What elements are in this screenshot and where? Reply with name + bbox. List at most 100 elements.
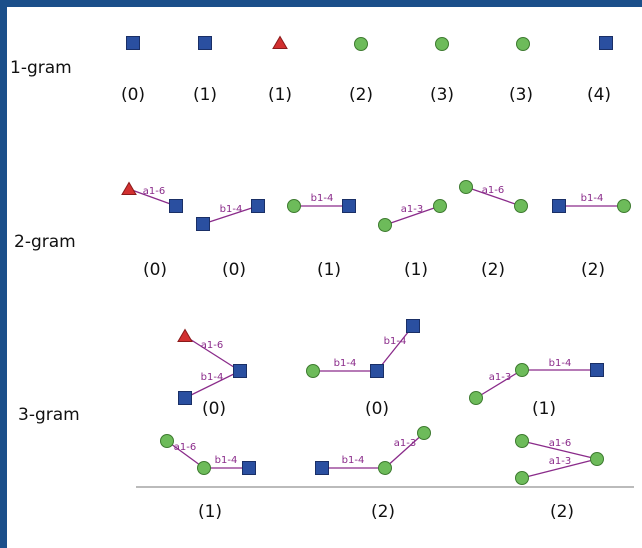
glycan-3gram-4: b1-4 a1-3: [315, 426, 431, 475]
green-circle-icon: [469, 391, 483, 405]
glycan-1gram-6: [599, 36, 613, 50]
linkage-label: a1-6: [549, 438, 571, 449]
glycan-2gram-0: a1-6: [121, 181, 183, 213]
linkage-label: b1-4: [215, 455, 238, 466]
count-label: (1): [316, 260, 342, 280]
linkage-line: [521, 440, 598, 460]
blue-square-icon: [599, 36, 613, 50]
glycan-2gram-2: b1-4: [287, 193, 356, 213]
green-circle-icon: [354, 37, 368, 51]
blue-square-icon: [251, 199, 265, 213]
blue-square-icon: [552, 199, 566, 213]
count-label: (1): [197, 502, 223, 522]
count-label: (2): [370, 502, 396, 522]
glycan-1gram-1: [198, 36, 212, 50]
glycan-1gram-3: [354, 37, 368, 51]
count-label: (0): [120, 85, 146, 105]
linkage-label: b1-4: [384, 336, 407, 347]
linkage-line: [521, 458, 598, 479]
blue-square-icon: [242, 461, 256, 475]
row-label-2-gram: 2-gram: [14, 232, 76, 252]
count-label: (1): [192, 85, 218, 105]
glycan-2gram-3: a1-3: [378, 199, 447, 232]
linkage-line: [166, 440, 205, 469]
count-label: (2): [480, 260, 506, 280]
linkage-label: b1-4: [311, 193, 334, 204]
green-circle-icon: [433, 199, 447, 213]
blue-square-icon: [370, 364, 384, 378]
linkage-line: [384, 432, 425, 469]
count-label: (1): [531, 399, 557, 419]
glycan-1gram-5: [516, 37, 530, 51]
row-label-3-gram: 3-gram: [18, 405, 80, 425]
linkage-label: a1-6: [174, 442, 196, 453]
blue-square-icon: [126, 36, 140, 50]
green-circle-icon: [378, 218, 392, 232]
green-circle-icon: [590, 452, 604, 466]
glycan-2gram-1: b1-4: [196, 199, 265, 231]
linkage-label: a1-3: [489, 372, 511, 383]
linkage-label: a1-6: [201, 340, 223, 351]
count-label: (2): [549, 502, 575, 522]
glycan-1gram-4: [435, 37, 449, 51]
count-label: (0): [142, 260, 168, 280]
green-circle-icon: [515, 434, 529, 448]
green-circle-icon: [514, 199, 528, 213]
linkage-label: b1-4: [201, 372, 224, 383]
linkage-label: a1-6: [143, 186, 165, 197]
green-circle-icon: [459, 180, 473, 194]
glycan-3gram-2: a1-3 b1-4: [469, 358, 604, 405]
green-circle-icon: [160, 434, 174, 448]
glycan-3gram-1: b1-4 b1-4: [306, 319, 420, 378]
glycan-2gram-4: a1-6: [459, 180, 528, 213]
count-label: (1): [403, 260, 429, 280]
linkage-label: b1-4: [334, 358, 357, 369]
blue-square-icon: [196, 217, 210, 231]
linkage-line: [128, 188, 177, 207]
glycan-3gram-3: a1-6 b1-4: [160, 434, 256, 475]
linkage-label: a1-3: [401, 204, 423, 215]
glycan-1gram-0: [126, 36, 140, 50]
red-triangle-icon: [121, 181, 137, 195]
blue-square-icon: [233, 364, 247, 378]
row-label-1-gram: 1-gram: [10, 58, 72, 78]
glycan-3gram-0: a1-6 b1-4: [177, 328, 247, 405]
linkage-label: b1-4: [342, 455, 365, 466]
green-circle-icon: [516, 37, 530, 51]
green-circle-icon: [287, 199, 301, 213]
linkage-label: b1-4: [220, 204, 243, 215]
linkage-line: [184, 370, 241, 399]
glycan-layer: a1-6b1-4b1-4a1-3a1-6b1-4a1-6b1-4b1-4b1-4…: [121, 35, 631, 485]
linkage-label: b1-4: [549, 358, 572, 369]
blue-square-icon: [198, 36, 212, 50]
linkage-line: [384, 205, 441, 226]
green-circle-icon: [306, 364, 320, 378]
count-label: (0): [221, 260, 247, 280]
linkage-line: [202, 205, 259, 225]
count-label: (2): [348, 85, 374, 105]
blue-square-icon: [315, 461, 329, 475]
count-label: (0): [364, 399, 390, 419]
blue-square-icon: [590, 363, 604, 377]
blue-square-icon: [406, 319, 420, 333]
frame-left-border: [0, 0, 7, 548]
linkage-label: a1-3: [394, 438, 416, 449]
green-circle-icon: [515, 471, 529, 485]
green-circle-icon: [515, 363, 529, 377]
linkage-label: a1-6: [482, 185, 504, 196]
green-circle-icon: [197, 461, 211, 475]
frame-top-border: [0, 0, 642, 7]
blue-square-icon: [342, 199, 356, 213]
glycan-2gram-5: b1-4: [552, 193, 631, 213]
count-label: (1): [267, 85, 293, 105]
red-triangle-icon: [177, 328, 193, 342]
count-label: (3): [508, 85, 534, 105]
linkage-label: a1-3: [549, 456, 571, 467]
green-circle-icon: [378, 461, 392, 475]
green-circle-icon: [417, 426, 431, 440]
blue-square-icon: [169, 199, 183, 213]
green-circle-icon: [435, 37, 449, 51]
linkage-label: b1-4: [581, 193, 604, 204]
linkage-line: [184, 335, 241, 372]
